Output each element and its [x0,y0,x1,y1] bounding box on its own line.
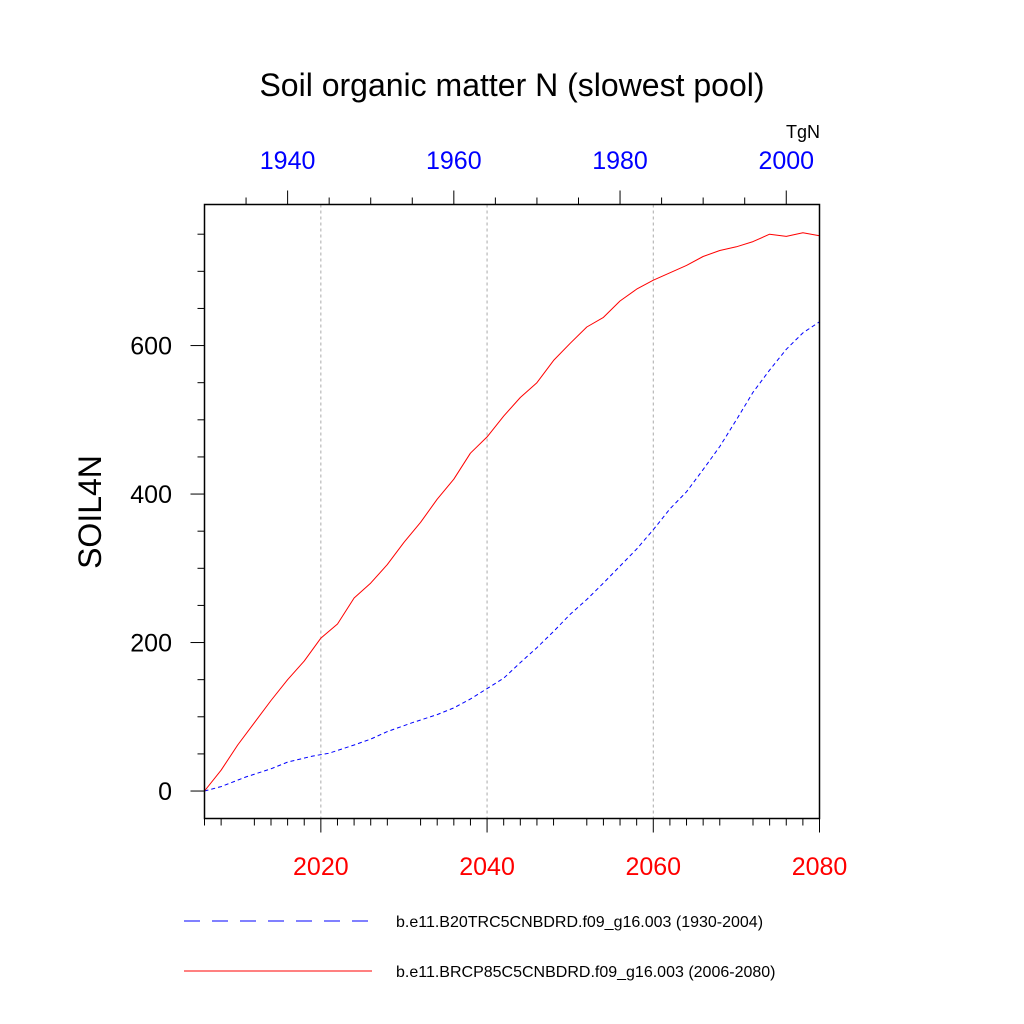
x-top-tick-label: 1980 [592,147,648,175]
y-tick-label: 400 [130,481,172,509]
chart-title: Soil organic matter N (slowest pool) [259,67,764,103]
y-tick-label: 0 [158,778,172,806]
y-axis-label: SOIL4N [72,455,108,569]
units-label: TgN [786,122,820,142]
series-line-1 [204,321,820,792]
x-bottom-tick-label: 2040 [459,853,515,881]
y-tick-label: 600 [130,333,172,361]
x-top-tick-label: 1940 [260,147,316,175]
y-tick-label: 200 [130,630,172,658]
legend-label-1: b.e11.B20TRC5CNBDRD.f09_g16.003 (1930-20… [396,914,763,931]
x-bottom-tick-label: 2080 [792,853,848,881]
legend-label-2: b.e11.BRCP85C5CNBDRD.f09_g16.003 (2006-2… [396,964,775,981]
x-top-tick-label: 1960 [426,147,482,175]
x-top-tick-label: 2000 [758,147,814,175]
x-bottom-tick-label: 2020 [293,853,349,881]
series-line-2 [204,232,820,792]
x-bottom-tick-label: 2060 [625,853,681,881]
plot-frame [203,203,821,820]
